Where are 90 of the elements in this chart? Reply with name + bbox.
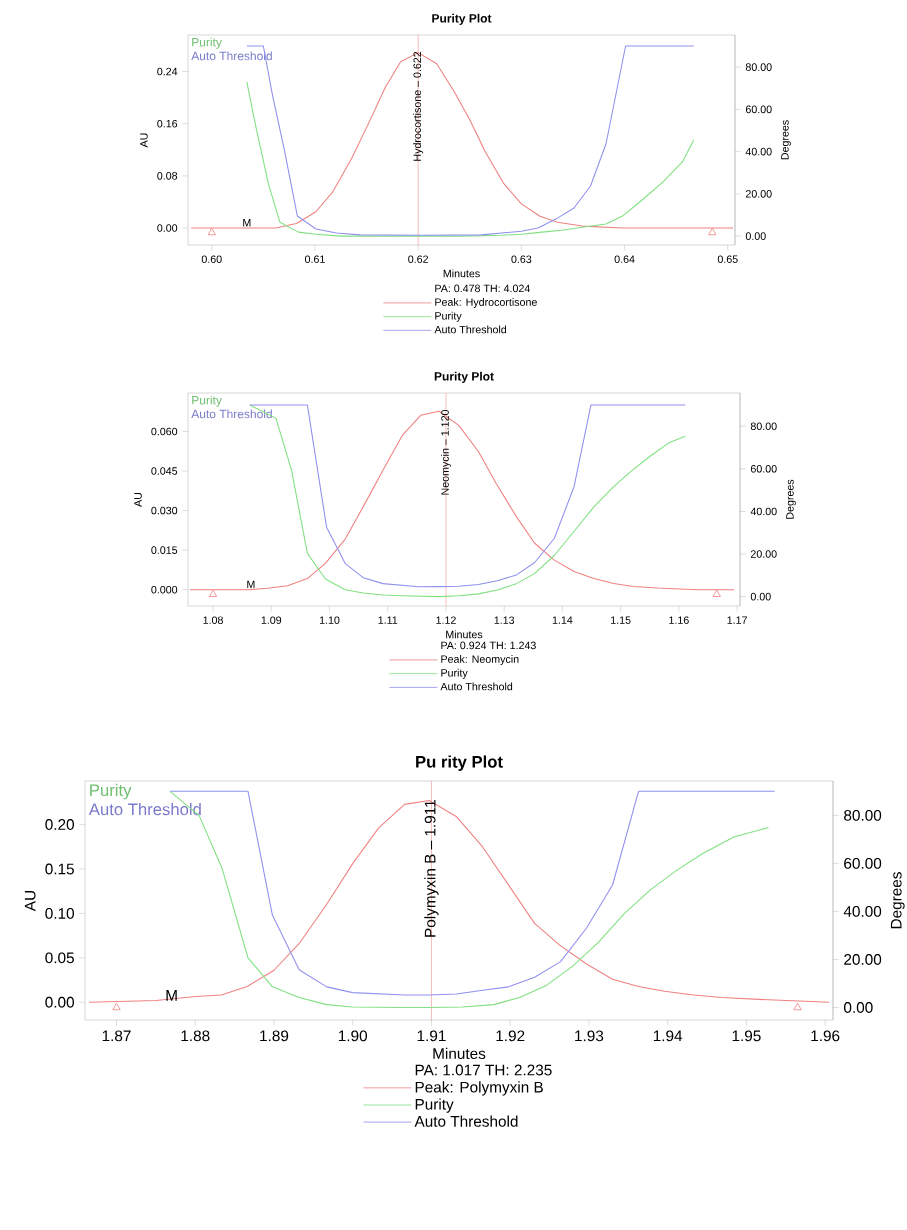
x-tick-label: 1.17 xyxy=(727,616,747,624)
legend-label: Auto Threshold xyxy=(414,1115,518,1127)
legend-title: PA: 0.478 TH: 4.024 xyxy=(435,284,530,293)
x-tick-label: 1.15 xyxy=(611,616,631,624)
x-tick-label: 0.64 xyxy=(614,255,635,263)
legend-label: Auto Threshold xyxy=(440,682,513,691)
legend-label: Purity xyxy=(441,668,468,679)
y2-axis-title: Degrees xyxy=(890,872,905,929)
y2-tick-label: 60.00 xyxy=(745,105,772,114)
legend-label: Purity xyxy=(415,1098,454,1113)
y-tick-label: 0.00 xyxy=(45,996,74,1008)
x-axis-title: Minutes xyxy=(446,630,483,639)
chart-title: Purity Plot xyxy=(434,371,494,383)
x-tick-label: 1.09 xyxy=(261,616,282,624)
y-axis-title: AU xyxy=(24,891,36,912)
y-tick-label: 0.08 xyxy=(157,172,178,180)
y2-tick-label: 80.00 xyxy=(750,422,777,431)
x-axis-title: Minutes xyxy=(433,1047,486,1060)
legend-title: PA: 1.017 TH: 2.235 xyxy=(415,1064,552,1076)
y-tick-label: 0.030 xyxy=(151,506,178,515)
y-tick-label: 0.24 xyxy=(157,67,178,76)
legend-label: Auto Threshold xyxy=(434,325,507,334)
y2-tick-label: 80.00 xyxy=(844,809,882,821)
y2-tick-label: 40.00 xyxy=(750,507,777,516)
x-tick-label: 1.12 xyxy=(436,616,456,624)
x-tick-label: 0.65 xyxy=(717,255,738,263)
y2-tick-label: 20.00 xyxy=(844,954,882,965)
x-tick-label: 1.96 xyxy=(811,1030,840,1042)
x-tick-label: 0.63 xyxy=(511,255,532,263)
x-tick-label: 1.92 xyxy=(496,1030,525,1042)
ref-line-label: Neomycin – 1.120 xyxy=(440,409,451,495)
annotation: M xyxy=(166,990,177,1001)
x-tick-label: 1.93 xyxy=(575,1030,604,1042)
y-axis-title: AU xyxy=(140,133,148,148)
y-tick-label: 0.00 xyxy=(157,224,178,232)
x-tick-label: 1.13 xyxy=(494,616,515,624)
x-tick-label: 0.61 xyxy=(304,255,325,263)
y2-tick-label: 0.00 xyxy=(745,232,766,240)
y2-axis-title: Degrees xyxy=(781,120,791,160)
chart-title: Purity Plot xyxy=(432,13,492,25)
x-tick-label: 1.89 xyxy=(260,1030,289,1042)
x-tick-label: 1.88 xyxy=(181,1030,210,1042)
ref-line-label: Polymyxin B – 1.911 xyxy=(424,800,439,937)
y-tick-label: 0.20 xyxy=(45,819,74,830)
ref-line-label: Hydrocortisone – 0.622 xyxy=(413,51,424,161)
y-tick-label: 0.000 xyxy=(151,585,178,594)
text: Purity xyxy=(192,395,222,407)
y-tick-label: 0.16 xyxy=(157,119,178,128)
y2-tick-label: 0.00 xyxy=(844,1002,873,1013)
text: Purity xyxy=(192,37,222,49)
legend-label: Purity xyxy=(435,311,462,322)
y-tick-label: 0.060 xyxy=(151,427,178,436)
y-tick-label: 0.10 xyxy=(45,907,74,919)
x-axis-title: Minutes xyxy=(443,269,480,278)
chart-title: Pu rity Plot xyxy=(416,755,503,771)
x-tick-label: 1.90 xyxy=(338,1030,368,1042)
y-axis-title: AU xyxy=(134,492,142,507)
x-tick-label: 0.62 xyxy=(408,255,428,263)
text: Auto Threshold xyxy=(191,409,272,419)
x-tick-label: 0.60 xyxy=(201,255,222,263)
legend-label: Peak: Hydrocortisone xyxy=(435,298,537,308)
x-tick-label: 1.16 xyxy=(669,616,689,624)
x-tick-label: 1.91 xyxy=(417,1030,446,1042)
y2-tick-label: 0.00 xyxy=(750,592,771,601)
y2-tick-label: 20.00 xyxy=(745,190,772,198)
y2-tick-label: 40.00 xyxy=(745,147,772,156)
y-tick-label: 0.015 xyxy=(151,546,178,554)
y-tick-label: 0.045 xyxy=(151,467,178,475)
x-tick-label: 1.10 xyxy=(319,616,340,624)
y2-tick-label: 80.00 xyxy=(745,63,772,71)
text: Purity xyxy=(90,783,132,800)
y-tick-label: 0.05 xyxy=(45,952,74,964)
y2-tick-label: 20.00 xyxy=(750,550,777,558)
x-tick-label: 1.11 xyxy=(378,616,398,624)
y2-tick-label: 40.00 xyxy=(843,906,882,917)
x-tick-label: 1.95 xyxy=(732,1030,761,1042)
annotation: M xyxy=(247,580,255,589)
y2-tick-label: 60.00 xyxy=(750,465,777,473)
annotation: M xyxy=(243,219,251,227)
x-tick-label: 1.87 xyxy=(102,1030,131,1042)
x-tick-label: 1.14 xyxy=(552,616,573,624)
text: Auto Threshold xyxy=(191,51,272,61)
x-tick-label: 1.08 xyxy=(203,616,223,624)
x-tick-label: 1.94 xyxy=(653,1030,683,1042)
legend-title: PA: 0.924 TH: 1.243 xyxy=(441,641,536,650)
legend-label: Peak: Neomycin xyxy=(441,655,519,665)
y-tick-label: 0.15 xyxy=(45,863,74,875)
y2-tick-label: 60.00 xyxy=(844,857,882,869)
legend-label: Peak: Polymyxin B xyxy=(415,1081,543,1096)
y2-axis-title: Degrees xyxy=(786,479,796,519)
